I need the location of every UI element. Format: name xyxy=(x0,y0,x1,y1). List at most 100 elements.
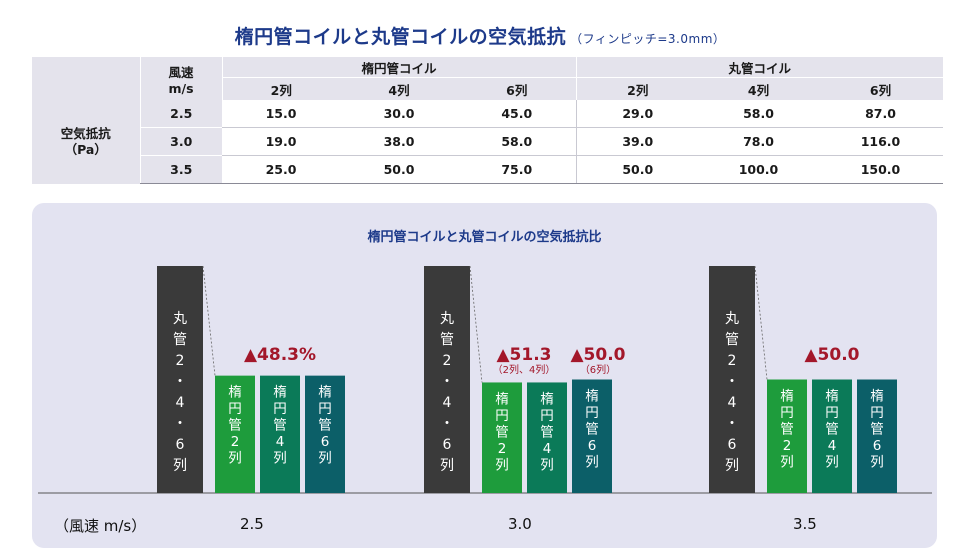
ratio-chart-panel: 楕円管コイルと丸管コイルの空気抵抗比 丸管 2 ・ 4 ・ 6 列楕円管 2 列楕円管 4 列楕円管… xyxy=(32,203,937,548)
value-cell: 87.0 xyxy=(818,100,943,128)
oval-tube-bar-label: 楕 xyxy=(273,384,287,401)
value-cell: 50.0 xyxy=(340,155,458,184)
x-tick-label: 3.0 xyxy=(508,515,532,533)
oval-tube-bar xyxy=(215,375,255,493)
oval-tube-bar-label: 管 xyxy=(780,422,794,438)
round-tube-bar-label: 丸 xyxy=(725,311,739,327)
oval-tube-bar xyxy=(767,379,807,493)
oval-tube-bar-label: 4 xyxy=(828,438,837,454)
round-tube-bar xyxy=(709,266,755,493)
round-tube-bar-label: 列 xyxy=(725,458,739,474)
oval-tube-bar xyxy=(572,379,612,493)
col-header: 2列 xyxy=(221,77,340,100)
col-header: 2列 xyxy=(575,77,699,100)
reduction-annotation-note: （6列） xyxy=(580,363,616,376)
round-tube-bar-label: ・ xyxy=(173,374,187,390)
oval-tube-bar-label: 楕 xyxy=(495,390,509,407)
reduction-annotation: ▲50.0 xyxy=(570,345,625,365)
ratio-connector-line xyxy=(469,265,483,383)
x-tick-label: 2.5 xyxy=(240,515,264,533)
value-cell: 30.0 xyxy=(340,100,458,128)
round-group-header: 丸管コイル xyxy=(575,57,943,78)
round-tube-bar-label: 列 xyxy=(440,458,454,474)
value-cell: 19.0 xyxy=(222,127,340,156)
value-cell: 50.0 xyxy=(575,155,699,184)
value-cell: 58.0 xyxy=(699,100,818,128)
oval-tube-bar-label: 楕 xyxy=(585,388,599,405)
ratio-connector-line xyxy=(754,265,768,380)
oval-tube-bar-label: 円 xyxy=(318,401,332,417)
speed-cell: 2.5 xyxy=(139,100,222,128)
oval-tube-bar-label: 管 xyxy=(585,422,599,438)
round-tube-bar-label: 4 xyxy=(443,395,452,411)
round-tube-bar-label: 列 xyxy=(173,458,187,474)
oval-tube-bar-label: 6 xyxy=(873,438,882,454)
table-row: 3.5 25.0 50.0 75.0 50.0 100.0 150.0 xyxy=(32,155,943,184)
round-tube-bar-label: 4 xyxy=(728,395,737,411)
col-header: 6列 xyxy=(818,77,943,100)
oval-tube-bar-label: 円 xyxy=(780,405,794,421)
col-header: 6列 xyxy=(458,77,576,100)
oval-tube-bar-label: 6 xyxy=(588,438,597,454)
round-tube-bar-label: 管 xyxy=(173,332,187,348)
oval-tube-bar xyxy=(305,375,345,493)
oval-tube-bar-label: 管 xyxy=(540,424,554,440)
oval-tube-bar-label: 2 xyxy=(498,441,507,457)
oval-tube-bar-label: 楕 xyxy=(780,388,794,405)
oval-tube-bar-label: 円 xyxy=(273,401,287,417)
oval-tube-bar-label: 管 xyxy=(870,422,884,438)
round-tube-bar-label: 管 xyxy=(440,332,454,348)
oval-tube-bar-label: 楕 xyxy=(228,384,242,401)
oval-tube-bar-label: 管 xyxy=(825,422,839,438)
oval-tube-bar-label: 列 xyxy=(870,455,884,471)
page-title: 楕円管コイルと丸管コイルの空気抵抗 （フィンピッチ=3.0mm） xyxy=(0,22,960,49)
table-row: 3.0 19.0 38.0 58.0 39.0 78.0 116.0 xyxy=(32,127,943,156)
col-header: 4列 xyxy=(699,77,818,100)
round-tube-bar-label: ・ xyxy=(440,416,454,432)
col-header: 4列 xyxy=(340,77,458,100)
title-text: 楕円管コイルと丸管コイルの空気抵抗 xyxy=(234,26,567,48)
x-tick-label: 3.5 xyxy=(793,515,817,533)
oval-tube-bar-label: 列 xyxy=(318,451,332,467)
reduction-annotation: ▲48.3% xyxy=(244,345,316,365)
value-cell: 100.0 xyxy=(699,155,818,184)
oval-tube-bar xyxy=(260,375,300,493)
chart-title: 楕円管コイルと丸管コイルの空気抵抗比 xyxy=(367,230,602,245)
value-cell: 45.0 xyxy=(458,100,576,128)
oval-tube-bar-label: 円 xyxy=(870,405,884,421)
round-tube-bar-label: 丸 xyxy=(440,311,454,327)
reduction-annotation: ▲51.3 xyxy=(496,345,551,365)
air-resistance-table: 風速 m/s 楕円管コイル 丸管コイル 2列 4列 6列 2列 4列 6列 空気抵… xyxy=(32,57,943,184)
oval-tube-bar-label: 4 xyxy=(543,441,552,457)
reduction-annotation-note: （2列、4列） xyxy=(493,363,556,376)
round-tube-bar-label: 2 xyxy=(443,353,452,369)
speed-cell: 3.0 xyxy=(139,127,222,156)
oval-tube-bar xyxy=(857,379,897,493)
oval-tube-bar-label: 円 xyxy=(825,405,839,421)
round-tube-bar xyxy=(424,266,470,493)
round-tube-bar-label: ・ xyxy=(725,416,739,432)
value-cell: 29.0 xyxy=(575,100,699,128)
oval-tube-bar xyxy=(812,379,852,493)
value-cell: 116.0 xyxy=(818,127,943,156)
round-tube-bar xyxy=(157,266,203,493)
oval-tube-bar-label: 列 xyxy=(585,455,599,471)
round-tube-bar-label: ・ xyxy=(173,416,187,432)
oval-tube-bar-label: 管 xyxy=(495,424,509,440)
oval-tube-bar-label: 円 xyxy=(228,401,242,417)
title-subtitle: （フィンピッチ=3.0mm） xyxy=(570,32,726,46)
speed-cell: 3.5 xyxy=(139,155,222,184)
oval-tube-bar-label: 列 xyxy=(780,455,794,471)
ratio-chart: 丸管2・4・6列楕円管2列楕円管4列楕円管6列▲48.3%丸管2・4・6列楕円管… xyxy=(38,265,932,494)
round-tube-bar-label: 2 xyxy=(728,353,737,369)
ratio-connector-line xyxy=(202,265,216,376)
x-axis-label: （風速 m/s） xyxy=(54,517,147,535)
round-tube-bar-label: ・ xyxy=(440,374,454,390)
oval-tube-bar-label: 2 xyxy=(231,434,240,450)
oval-tube-bar-label: 4 xyxy=(276,434,285,450)
round-tube-bar-label: 2 xyxy=(176,353,185,369)
round-tube-bar-label: ・ xyxy=(725,374,739,390)
round-tube-bar-label: 管 xyxy=(725,332,739,348)
oval-tube-bar-label: 楕 xyxy=(825,388,839,405)
value-cell: 150.0 xyxy=(818,155,943,184)
